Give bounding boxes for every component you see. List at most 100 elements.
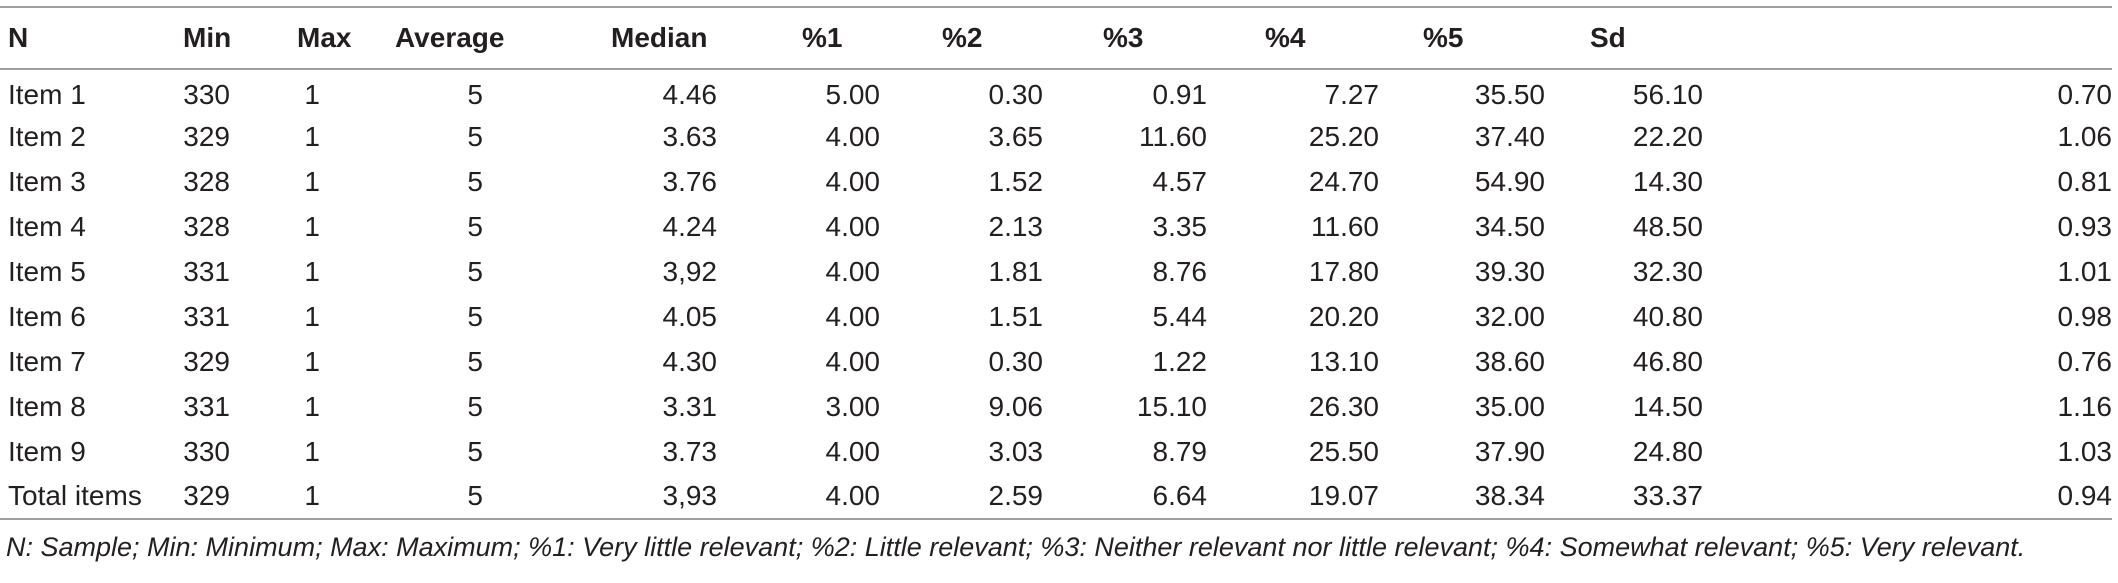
table-row: Item 8 331 1 5 3.31 3.00 9.06 15.10 26.30 35.00 14…: [0, 384, 2112, 429]
cell-value: 0.98: [2057, 300, 2113, 332]
cell-sd: 40.80: [1632, 300, 1703, 332]
cell-max: 1: [304, 345, 320, 377]
cell-median: 3.73: [662, 435, 718, 467]
cell-pct1: 4.00: [825, 435, 881, 467]
cell-value: 0.76: [2057, 345, 2113, 377]
cell-pct2: 2.13: [988, 210, 1044, 242]
cell-sd: 32.30: [1632, 255, 1703, 287]
header-pct2: %2: [905, 6, 1065, 70]
cell-average: 5: [467, 120, 483, 152]
cell-pct5: 38.60: [1474, 345, 1545, 377]
cell-min: 331: [183, 300, 230, 332]
cell-min: 330: [183, 79, 230, 110]
cell-sd: 24.80: [1632, 435, 1703, 467]
cell-sd: 22.20: [1632, 120, 1703, 152]
table-footnote: N: Sample; Min: Minimum; Max: Maximum; %…: [6, 532, 2026, 562]
cell-median: 4.46: [662, 79, 718, 110]
cell-pct2: 0.30: [988, 79, 1044, 110]
cell-pct4: 25.20: [1308, 120, 1379, 152]
cell-pct5: 54.90: [1474, 165, 1545, 197]
cell-pct3: 3.35: [1152, 210, 1208, 242]
cell-n: Item 5: [8, 255, 86, 287]
cell-pct2: 3.03: [988, 435, 1044, 467]
header-max: Max: [290, 6, 395, 70]
cell-pct2: 2.59: [905, 474, 1065, 520]
cell-min: 329: [175, 474, 290, 520]
cell-pct3: 15.10: [1136, 390, 1207, 422]
cell-pct2: 9.06: [988, 390, 1044, 422]
cell-n: Item 3: [8, 165, 86, 197]
cell-sd: 48.50: [1632, 210, 1703, 242]
cell-pct3: 5.44: [1152, 300, 1208, 332]
table-row: Item 9 330 1 5 3.73 4.00 3.03 8.79 25.50 37.90 24.…: [0, 429, 2112, 474]
cell-n: Item 2: [8, 120, 86, 152]
cell-pct1: 4.00: [825, 210, 881, 242]
cell-value: 1.01: [2057, 255, 2113, 287]
cell-median: 3.31: [662, 390, 718, 422]
cell-n: Item 6: [8, 300, 86, 332]
cell-median: 4.30: [662, 345, 718, 377]
header-median: Median: [565, 6, 735, 70]
cell-pct2: 1.81: [988, 255, 1044, 287]
cell-max: 1: [304, 165, 320, 197]
table-row: Item 5 331 1 5 3,92 4.00 1.81 8.76 17.80 39.30 32.…: [0, 249, 2112, 294]
cell-pct2: 3.65: [988, 120, 1044, 152]
cell-pct3: 8.76: [1152, 255, 1208, 287]
cell-min: 331: [183, 390, 230, 422]
table-row: Total items 329 1 5 3,93 4.00 2.59 6.64 19.07 38.…: [0, 474, 2112, 520]
header-pct3: %3: [1065, 6, 1225, 70]
cell-pct5: 39.30: [1474, 255, 1545, 287]
cell-pct1: 4.00: [825, 255, 881, 287]
cell-pct1: 3.00: [825, 390, 881, 422]
header-sd: Sd: [1545, 6, 1705, 70]
cell-average: 5: [395, 474, 565, 520]
table-row: Item 4 328 1 5 4.24 4.00 2.13 3.35 11.60 34.50 48.…: [0, 204, 2112, 249]
cell-sd: 14.30: [1632, 165, 1703, 197]
cell-pct1: 5.00: [825, 79, 881, 110]
table-row: Item 7 329 1 5 4.30 4.00 0.30 1.22 13.10 38.60 46.…: [0, 339, 2112, 384]
cell-pct4: 7.27: [1324, 79, 1380, 110]
cell-pct3: 4.57: [1152, 165, 1208, 197]
cell-pct4: 13.10: [1308, 345, 1379, 377]
header-pct5: %5: [1385, 6, 1545, 70]
cell-max: 1: [304, 435, 320, 467]
cell-pct1: 4.00: [825, 165, 881, 197]
cell-average: 5: [467, 255, 483, 287]
cell-pct1: 4.00: [825, 300, 881, 332]
cell-median: 3.63: [662, 120, 718, 152]
cell-average: 5: [467, 300, 483, 332]
table-row: Item 2 329 1 5 3.63 4.00 3.65 11.60 25.20 37.40 22…: [0, 114, 2112, 159]
cell-min: 328: [183, 165, 230, 197]
cell-pct1: 4.00: [735, 474, 905, 520]
cell-average: 5: [467, 435, 483, 467]
cell-max: 1: [290, 474, 395, 520]
cell-value: 0.70: [2057, 79, 2113, 110]
header-min: Min: [175, 6, 290, 70]
cell-sd: 56.10: [1632, 79, 1703, 110]
cell-average: 5: [467, 210, 483, 242]
cell-pct1: 4.00: [825, 345, 881, 377]
cell-pct4: 20.20: [1308, 300, 1379, 332]
cell-pct2: 0.30: [988, 345, 1044, 377]
cell-min: 330: [183, 435, 230, 467]
cell-pct3: 1.22: [1152, 345, 1208, 377]
cell-pct4: 26.30: [1308, 390, 1379, 422]
cell-median: 3,92: [662, 255, 718, 287]
statistics-table: N Min Max Average Median %1 %2 %3 %4 %5 …: [0, 6, 2112, 520]
cell-pct4: 24.70: [1308, 165, 1379, 197]
cell-value: 0.93: [2057, 210, 2113, 242]
cell-median: 3.76: [662, 165, 718, 197]
cell-average: 5: [467, 345, 483, 377]
cell-average: 5: [467, 79, 483, 110]
cell-sd: 14.50: [1632, 390, 1703, 422]
table-row: Item 1 330 1 5 4.46 5.00 0.30 0.91 7.27 35.50 56.1…: [0, 69, 2112, 114]
cell-pct4: 17.80: [1308, 255, 1379, 287]
header-average: Average: [395, 6, 565, 70]
cell-value: 0.81: [2057, 165, 2113, 197]
cell-average: 5: [467, 165, 483, 197]
cell-pct3: 6.64: [1065, 474, 1225, 520]
table-header-row: N Min Max Average Median %1 %2 %3 %4 %5 …: [0, 6, 2112, 70]
cell-pct3: 0.91: [1152, 79, 1208, 110]
cell-pct5: 32.00: [1474, 300, 1545, 332]
